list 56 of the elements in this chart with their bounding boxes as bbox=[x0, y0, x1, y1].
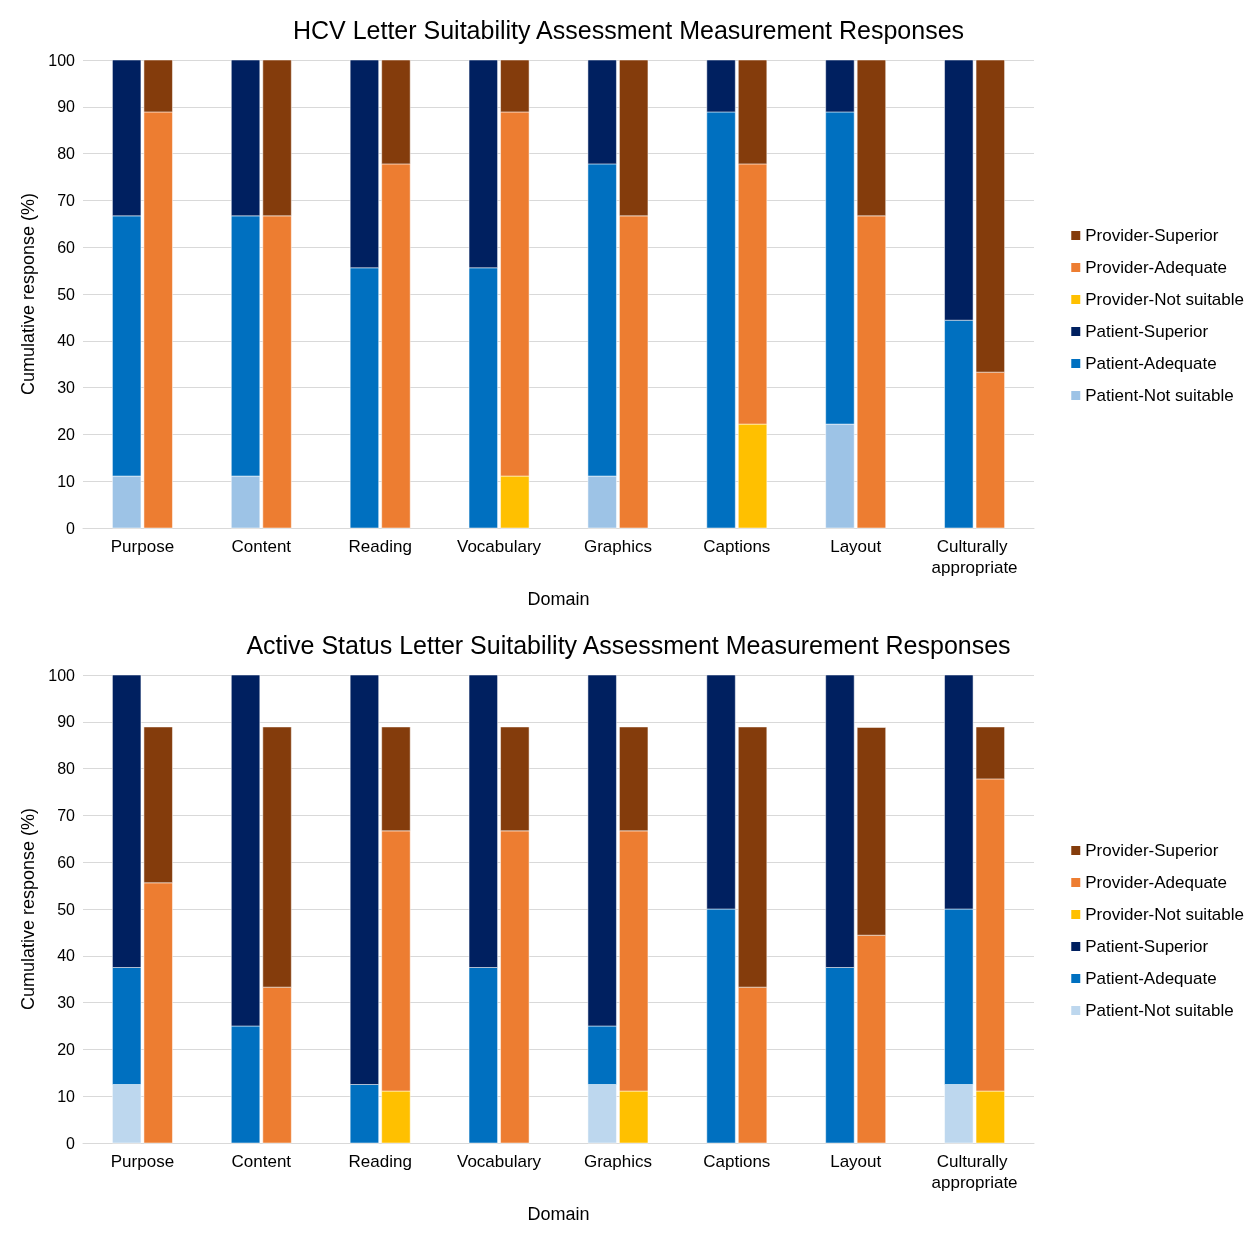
y-tick-label: 50 bbox=[57, 285, 76, 303]
chart-title: Active Status Letter Suitability Assessment Measurement Responses bbox=[246, 630, 1011, 659]
y-tick-label: 30 bbox=[57, 379, 76, 397]
y-tick-label: 10 bbox=[57, 1087, 76, 1105]
y-tick-label: 30 bbox=[57, 994, 76, 1012]
y-axis-title: Cumulative response (%) bbox=[18, 192, 39, 396]
x-axis-title: Domain bbox=[527, 1204, 590, 1224]
y-tick-label: 60 bbox=[57, 853, 76, 871]
x-tick-label: Reading bbox=[348, 537, 412, 556]
x-tick-label: Graphics bbox=[583, 1152, 652, 1171]
legend-label: Patient-Not suitable bbox=[1085, 386, 1234, 405]
legend-label: Provider-Adequate bbox=[1085, 873, 1228, 892]
y-tick-label: 70 bbox=[57, 191, 76, 209]
y-tick-label: 40 bbox=[57, 947, 76, 965]
x-tick-label: Captions bbox=[703, 537, 771, 556]
y-tick-label: 70 bbox=[57, 806, 76, 824]
legend-label: Patient-Adequate bbox=[1085, 969, 1217, 988]
y-tick-label: 50 bbox=[57, 900, 76, 918]
x-tick-label: Vocabulary bbox=[457, 537, 542, 556]
legend-label: Patient-Adequate bbox=[1085, 354, 1217, 373]
y-tick-label: 40 bbox=[57, 332, 76, 350]
x-tick-label: Culturally appropriate bbox=[931, 537, 1018, 577]
x-tick-label: Purpose bbox=[110, 537, 175, 556]
y-tick-label: 0 bbox=[66, 1134, 76, 1152]
x-tick-label: Purpose bbox=[110, 1152, 175, 1171]
legend-label: Provider-Adequate bbox=[1085, 258, 1228, 277]
y-tick-label: 20 bbox=[57, 425, 76, 443]
x-tick-label: Captions bbox=[703, 1152, 771, 1171]
x-axis-title: Domain bbox=[527, 589, 590, 609]
legend-label: Provider-Not suitable bbox=[1085, 290, 1245, 309]
y-tick-label: 100 bbox=[48, 51, 76, 69]
x-tick-label: Content bbox=[231, 537, 292, 556]
y-tick-label: 80 bbox=[57, 760, 76, 778]
y-axis-title: Cumulative response (%) bbox=[18, 807, 39, 1011]
legend-label: Patient-Not suitable bbox=[1085, 1001, 1234, 1020]
y-tick-label: 80 bbox=[57, 145, 76, 163]
x-tick-label: Reading bbox=[348, 1152, 412, 1171]
y-tick-label: 10 bbox=[57, 472, 76, 490]
x-tick-label: Culturally appropriate bbox=[931, 1152, 1018, 1192]
x-tick-label: Graphics bbox=[583, 537, 652, 556]
y-tick-label: 90 bbox=[57, 713, 76, 731]
legend-label: Patient-Superior bbox=[1085, 937, 1209, 956]
y-tick-label: 20 bbox=[57, 1040, 76, 1058]
y-tick-label: 0 bbox=[66, 519, 76, 537]
x-tick-label: Layout bbox=[830, 537, 882, 556]
y-tick-label: 100 bbox=[48, 666, 76, 684]
x-tick-label: Content bbox=[231, 1152, 292, 1171]
legend-label: Provider-Not suitable bbox=[1085, 905, 1245, 924]
legend-label: Provider-Superior bbox=[1085, 841, 1219, 860]
legend-label: Patient-Superior bbox=[1085, 322, 1209, 341]
chart-title: HCV Letter Suitability Assessment Measurement Responses bbox=[292, 15, 965, 44]
x-tick-label: Vocabulary bbox=[457, 1152, 542, 1171]
y-tick-label: 60 bbox=[57, 238, 76, 256]
x-tick-label: Layout bbox=[830, 1152, 882, 1171]
y-tick-label: 90 bbox=[57, 98, 76, 116]
legend-label: Provider-Superior bbox=[1085, 226, 1219, 245]
